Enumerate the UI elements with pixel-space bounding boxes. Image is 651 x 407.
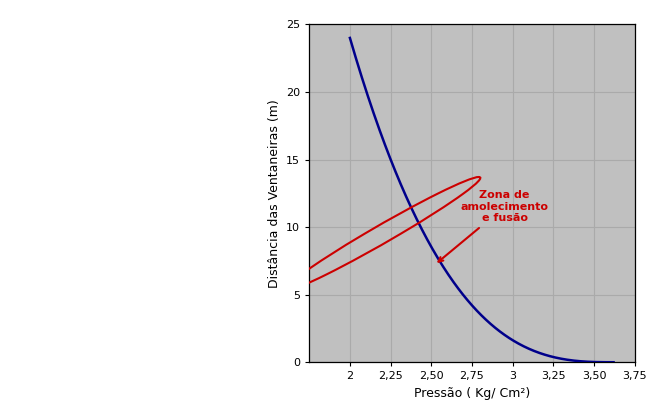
Y-axis label: Distância das Ventaneiras (m): Distância das Ventaneiras (m) xyxy=(268,99,281,288)
X-axis label: Pressão ( Kg/ Cm²): Pressão ( Kg/ Cm²) xyxy=(414,387,530,400)
Text: Zona de
amolecimento
e fusão: Zona de amolecimento e fusão xyxy=(439,190,549,262)
